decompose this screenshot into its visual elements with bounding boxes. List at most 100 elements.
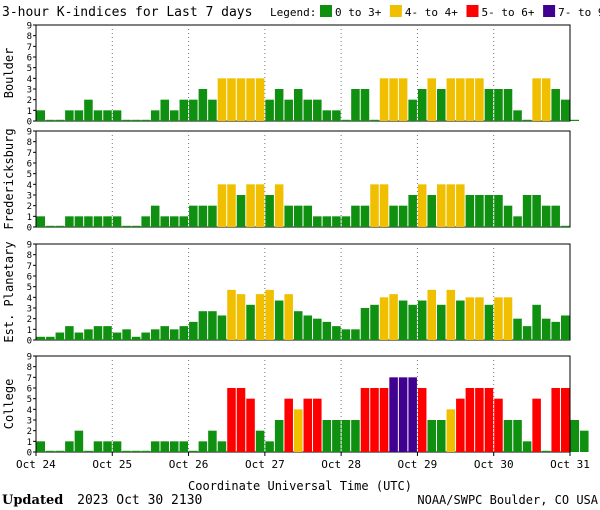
k-index-bar	[313, 99, 322, 121]
k-index-bar	[274, 89, 284, 121]
x-tick-label: Oct 26	[169, 458, 209, 471]
y-tick-label: 8	[27, 32, 32, 42]
k-index-bar	[389, 78, 398, 121]
k-index-bar	[293, 205, 303, 227]
x-tick-label: Oct 24	[16, 458, 56, 471]
k-index-bar	[74, 430, 84, 452]
k-index-bar	[446, 289, 456, 340]
k-index-bar	[341, 119, 351, 121]
k-index-bar	[265, 441, 274, 452]
k-index-bar	[65, 110, 74, 121]
k-index-bar	[427, 78, 436, 121]
x-tick-label: Oct 28	[321, 458, 361, 471]
k-index-bar	[437, 89, 446, 121]
k-index-bar	[532, 78, 541, 121]
y-tick-label: 9	[27, 353, 32, 363]
k-index-bar	[55, 450, 65, 452]
k-index-bar	[360, 308, 370, 340]
k-index-bar	[160, 99, 169, 121]
legend-item-label: 0 to 3+	[335, 6, 382, 19]
y-tick-label: 7	[27, 43, 32, 53]
k-index-bar	[398, 205, 408, 227]
y-tick-label: 3	[27, 192, 32, 202]
k-index-bar	[150, 329, 160, 340]
k-index-bar	[456, 398, 465, 452]
y-tick-label: 2	[27, 202, 32, 212]
k-index-bar	[274, 420, 284, 452]
k-index-bar	[179, 99, 189, 121]
k-index-bar	[179, 326, 189, 340]
legend-swatch-2	[466, 5, 479, 17]
k-index-bar	[408, 99, 417, 121]
y-tick-label: 5	[27, 283, 32, 293]
k-index-bar	[379, 388, 389, 452]
y-tick-label: 8	[27, 251, 32, 261]
k-index-bar	[398, 300, 408, 340]
k-index-bar	[541, 318, 551, 340]
y-tick-label: 4	[27, 406, 32, 416]
y-tick-label: 7	[27, 149, 32, 159]
k-index-bar	[74, 110, 84, 121]
k-index-bar	[293, 311, 303, 340]
k-index-bar	[160, 441, 169, 452]
k-index-bar	[494, 398, 503, 452]
k-index-bar	[227, 184, 236, 227]
k-index-bar	[255, 78, 265, 121]
y-tick-label: 7	[27, 262, 32, 272]
k-index-bar	[560, 315, 570, 340]
k-index-bar	[103, 216, 112, 227]
k-index-bar	[398, 377, 408, 452]
k-index-bar	[560, 225, 570, 227]
y-tick-label: 3	[27, 305, 32, 315]
y-tick-label: 0	[27, 337, 32, 347]
k-index-bar	[551, 205, 560, 227]
k-index-bar	[293, 89, 303, 121]
k-index-bar	[122, 450, 131, 452]
k-index-bar	[341, 420, 351, 452]
y-tick-label: 6	[27, 160, 32, 170]
k-index-bar	[170, 110, 179, 121]
y-tick-label: 6	[27, 273, 32, 283]
k-index-bar	[322, 216, 332, 227]
y-tick-label: 3	[27, 86, 32, 96]
k-index-bar	[93, 441, 103, 452]
y-tick-label: 8	[27, 363, 32, 373]
k-index-bar	[84, 216, 93, 227]
k-index-bar	[36, 216, 46, 227]
k-index-bar	[46, 119, 55, 121]
k-index-bar	[437, 304, 446, 340]
y-tick-label: 2	[27, 315, 32, 325]
k-index-bar	[179, 441, 189, 452]
k-index-bar	[170, 329, 179, 340]
updated-text: Updated 2023 Oct 30 2130	[2, 493, 202, 508]
k-index-bar	[341, 329, 351, 340]
k-index-bar	[255, 294, 265, 340]
x-axis-label: Coordinate Universal Time (UTC)	[188, 479, 412, 493]
k-index-bar	[522, 119, 532, 121]
y-tick-label: 4	[27, 294, 32, 304]
k-index-bar	[484, 89, 494, 121]
k-index-bar	[541, 205, 551, 227]
y-tick-label: 1	[27, 107, 32, 117]
k-index-bar	[112, 332, 122, 340]
k-index-bar	[227, 388, 236, 452]
k-index-bar	[484, 304, 494, 340]
k-index-bar	[170, 441, 179, 452]
series-name: Fredericksburg	[2, 128, 16, 229]
k-index-bar	[332, 216, 341, 227]
k-index-bar	[332, 326, 341, 340]
k-index-bar	[122, 225, 131, 227]
k-index-bar	[437, 420, 446, 452]
k-index-bar	[217, 441, 227, 452]
k-index-bar	[198, 441, 208, 452]
k-index-bar	[408, 377, 417, 452]
k-index-bar	[370, 119, 379, 121]
k-index-bar	[189, 321, 198, 340]
k-index-bar	[437, 184, 446, 227]
k-index-bar	[351, 89, 360, 121]
y-tick-label: 3	[27, 417, 32, 427]
k-index-bar	[465, 297, 475, 340]
k-index-bar	[379, 78, 389, 121]
k-index-bar	[236, 78, 246, 121]
